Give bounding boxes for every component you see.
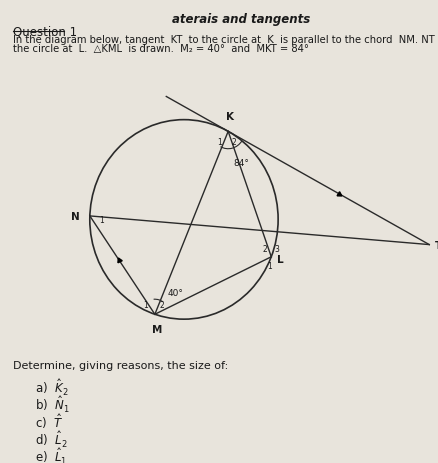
Text: aterais and tangents: aterais and tangents: [172, 13, 310, 26]
Text: 1: 1: [143, 300, 148, 309]
Text: N: N: [71, 212, 80, 221]
Text: Question 1: Question 1: [13, 25, 77, 38]
Text: K: K: [226, 112, 234, 122]
Text: L: L: [276, 255, 283, 264]
Text: 84°: 84°: [233, 159, 249, 168]
Text: 1: 1: [268, 261, 272, 270]
Text: a)  $\hat{K}_2$: a) $\hat{K}_2$: [35, 377, 69, 397]
Text: 2: 2: [159, 300, 164, 309]
Text: c)  $\hat{T}$: c) $\hat{T}$: [35, 412, 64, 431]
Text: Determine, giving reasons, the size of:: Determine, giving reasons, the size of:: [13, 360, 228, 370]
Text: M: M: [152, 325, 162, 335]
Text: b)  $\hat{N}_1$: b) $\hat{N}_1$: [35, 394, 70, 414]
Text: 2: 2: [232, 138, 237, 147]
Text: 2: 2: [262, 244, 267, 253]
Text: 40°: 40°: [167, 288, 183, 297]
Text: 1: 1: [99, 216, 104, 225]
Text: d)  $\hat{L}_2$: d) $\hat{L}_2$: [35, 429, 67, 449]
Text: In the diagram below, tangent  KT  to the circle at  K  is parallel to the chord: In the diagram below, tangent KT to the …: [13, 35, 438, 45]
Text: 1: 1: [217, 138, 222, 147]
Text: 3: 3: [274, 244, 279, 253]
Text: T: T: [434, 240, 438, 250]
Text: e)  $\hat{L}_1$: e) $\hat{L}_1$: [35, 446, 67, 463]
Text: the circle at  L.  △KML  is drawn.  M₂ = 40°  and  MKT = 84°: the circle at L. △KML is drawn. M₂ = 40°…: [13, 44, 309, 54]
